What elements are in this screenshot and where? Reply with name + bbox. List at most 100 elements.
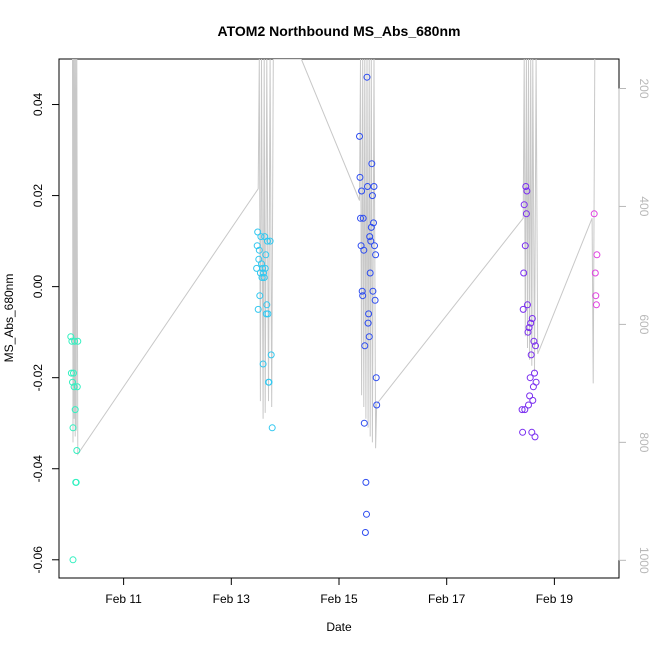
data-point: [253, 242, 261, 250]
y-tick-label: 0.04: [31, 92, 45, 116]
data-point: [368, 192, 376, 200]
depth-tick-label: 200: [637, 78, 650, 98]
data-point: [521, 242, 529, 250]
data-point: [254, 228, 262, 236]
data-point: [531, 433, 539, 441]
x-tick-label: Feb 11: [105, 592, 142, 606]
data-point: [518, 406, 526, 414]
data-point: [369, 287, 377, 295]
data-point: [526, 392, 534, 400]
data-point: [362, 478, 370, 486]
data-point: [367, 237, 375, 245]
data-point: [73, 383, 81, 391]
data-point: [530, 337, 538, 345]
data-point: [73, 447, 81, 454]
data-point: [263, 237, 271, 245]
data-point: [372, 251, 380, 259]
data-point: [520, 201, 528, 209]
data-point: [261, 264, 269, 272]
depth-trace-layer: [72, 59, 596, 456]
data-point: [370, 219, 377, 227]
data-points-layer: [67, 73, 601, 564]
data-point: [525, 324, 533, 332]
data-point: [258, 260, 265, 268]
data-point: [528, 428, 536, 436]
data-point: [365, 310, 373, 318]
data-point: [264, 310, 272, 318]
x-tick-label: Feb 15: [320, 592, 358, 606]
data-point: [527, 351, 535, 359]
data-point: [526, 374, 534, 382]
data-point: [356, 132, 363, 140]
data-point: [366, 269, 374, 277]
data-point: [263, 301, 271, 309]
data-point: [366, 233, 374, 241]
x-tick-label: Feb 19: [536, 592, 574, 606]
depth-axis: 200 400 600 800 1000: [618, 78, 650, 574]
chart-title: ATOM2 Northbound MS_Abs_680nm: [218, 23, 461, 39]
data-point: [592, 301, 600, 309]
data-point: [259, 360, 267, 368]
y-tick-label: -0.02: [31, 364, 45, 392]
x-tick-label: Feb 17: [428, 592, 466, 606]
x-tick-label: Feb 13: [213, 592, 251, 606]
y-tick-label: -0.04: [31, 455, 45, 483]
data-point: [256, 292, 264, 300]
data-point: [592, 292, 600, 300]
y-tick-label: 0.02: [31, 184, 45, 208]
data-point: [262, 251, 270, 259]
data-point: [72, 478, 80, 486]
data-point: [357, 214, 364, 222]
data-point: [268, 424, 276, 432]
data-point: [519, 428, 527, 436]
depth-tick-label: 600: [637, 314, 650, 334]
data-point: [67, 369, 75, 377]
data-point: [259, 264, 266, 272]
data-point: [368, 160, 376, 168]
data-point: [358, 287, 366, 295]
y-tick-label: -0.06: [31, 546, 45, 574]
data-point: [532, 342, 539, 350]
data-point: [361, 529, 369, 536]
data-point: [525, 401, 532, 409]
data-point: [71, 337, 79, 345]
data-point: [520, 269, 528, 277]
depth-trace-line: [72, 59, 596, 456]
y-axis: -0.06 -0.04 -0.02 0.00 0.02 0.04: [31, 92, 59, 573]
data-point: [266, 237, 274, 245]
data-point: [70, 383, 78, 391]
data-point: [593, 251, 601, 259]
data-point: [364, 319, 372, 327]
data-point: [370, 183, 378, 190]
y-axis-label: MS_Abs_680nm: [2, 274, 16, 363]
data-point: [356, 173, 364, 181]
data-point: [69, 378, 76, 386]
data-point: [67, 333, 75, 341]
data-point: [69, 424, 77, 432]
data-point: [358, 187, 366, 195]
data-point: [372, 374, 380, 382]
data-point: [258, 274, 266, 281]
data-point: [363, 510, 370, 518]
data-point: [361, 342, 369, 350]
data-point: [373, 401, 381, 409]
data-point: [365, 333, 373, 341]
x-axis-label: Date: [326, 620, 352, 634]
data-point: [591, 269, 599, 277]
data-point: [371, 242, 378, 250]
data-point: [523, 187, 531, 195]
data-point: [260, 269, 268, 277]
data-point: [524, 328, 532, 336]
data-point: [521, 406, 529, 414]
data-point: [359, 214, 367, 222]
data-point: [71, 406, 79, 414]
data-point: [69, 556, 77, 564]
data-point: [531, 369, 538, 377]
y-tick-label: 0.00: [31, 275, 45, 299]
data-point: [267, 351, 275, 359]
data-point: [532, 378, 540, 386]
data-point: [254, 305, 262, 313]
data-point: [363, 73, 371, 81]
data-point: [255, 246, 263, 254]
data-point: [522, 183, 530, 190]
